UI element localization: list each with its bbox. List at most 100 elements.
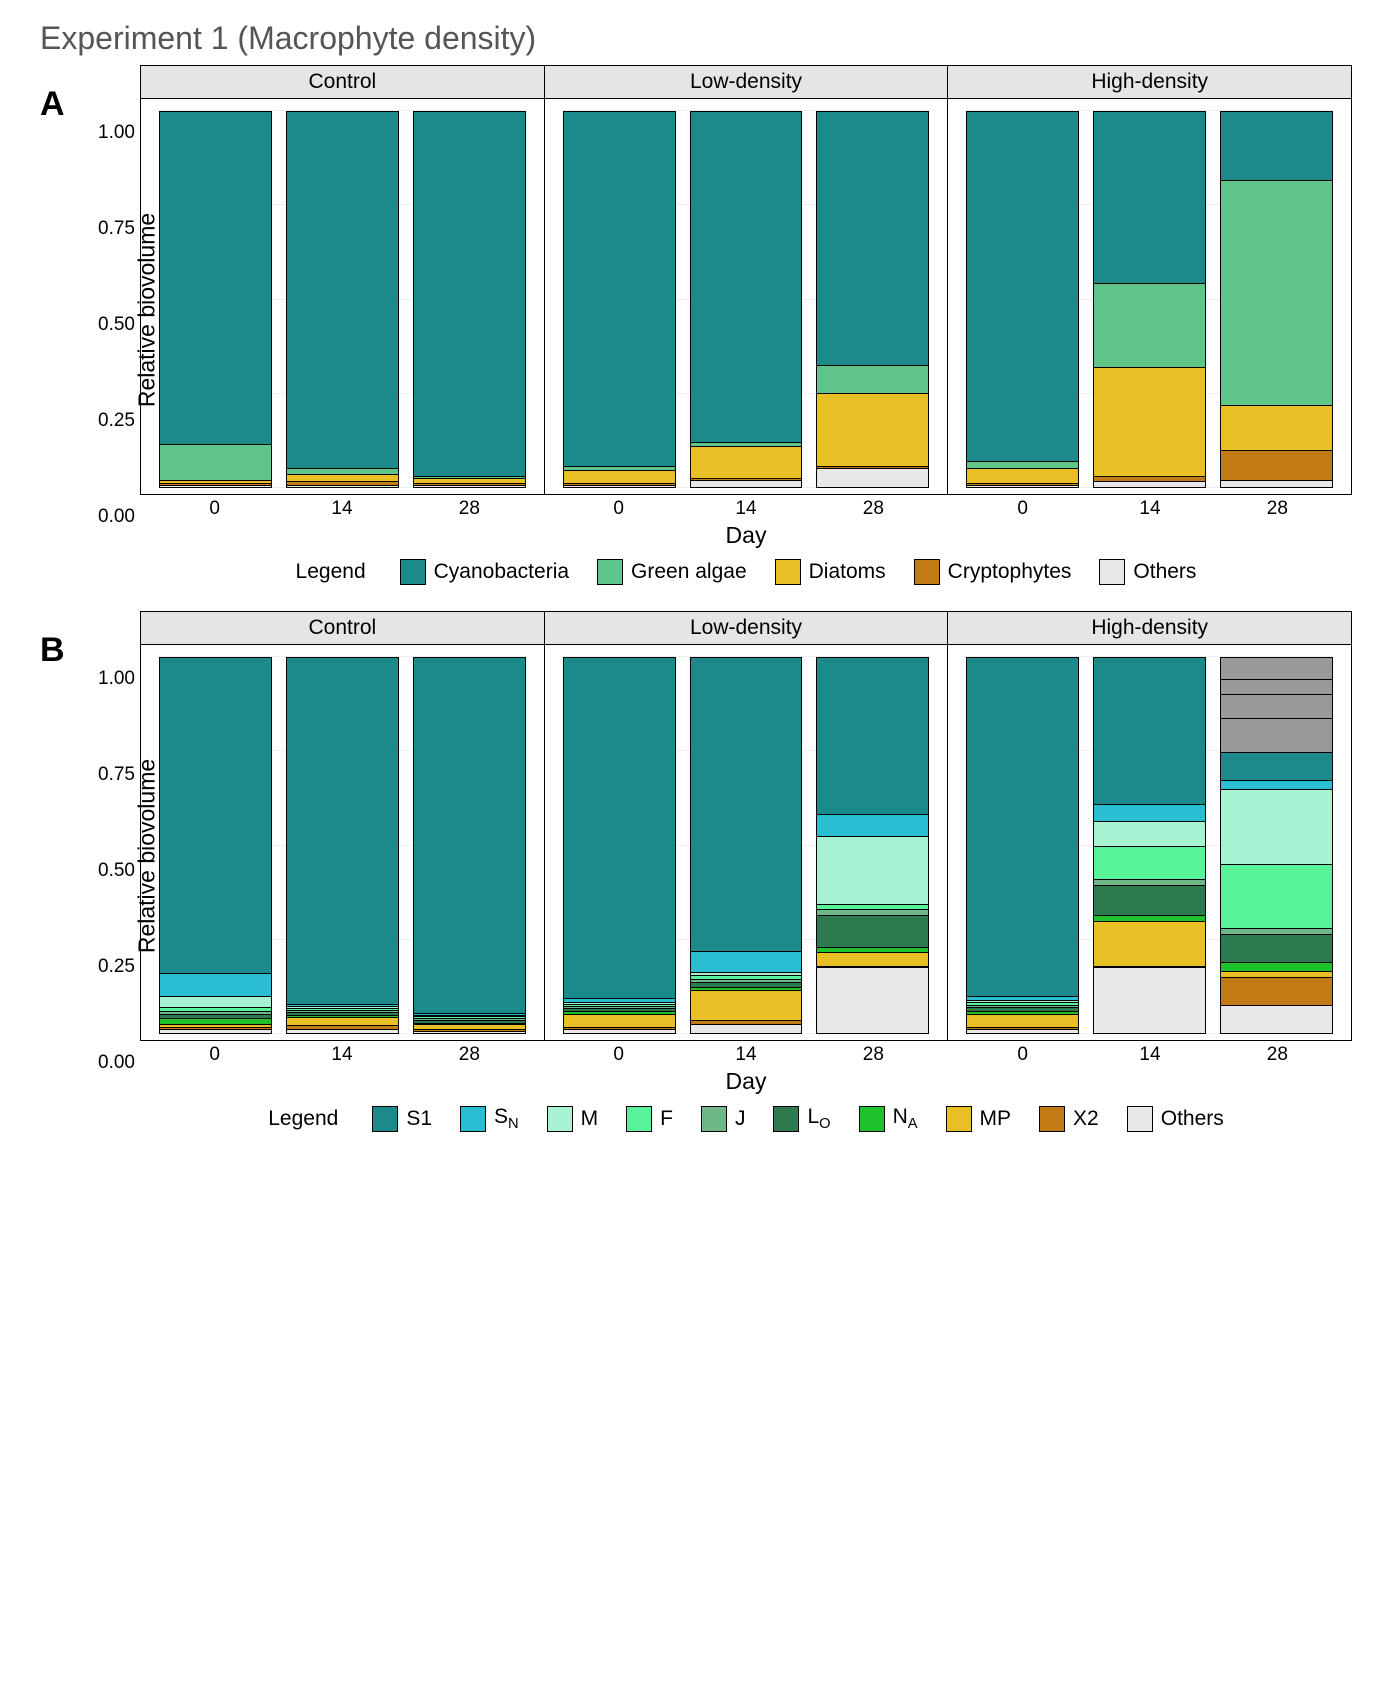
segment-cyano — [414, 112, 525, 476]
x-tick: 28 — [413, 1041, 526, 1066]
swatch-box — [626, 1106, 652, 1132]
segment-S1 — [817, 658, 928, 814]
swatch-box — [372, 1106, 398, 1132]
y-tick: 0.25 — [95, 956, 135, 978]
legend-label-text: MP — [980, 1107, 1012, 1131]
segment-green — [160, 444, 271, 480]
segment-M2 — [1221, 694, 1332, 718]
segment-F — [1221, 864, 1332, 928]
panel-row: ControlLow-densityHigh-density — [140, 65, 1352, 495]
stacked-bar — [159, 657, 272, 1034]
x-tick: 0 — [966, 1041, 1079, 1066]
legend-title: Legend — [268, 1107, 338, 1131]
segment-M — [1221, 789, 1332, 864]
segment-diat — [1221, 405, 1332, 449]
segment-S1 — [1094, 658, 1205, 804]
panel-header: Control — [141, 66, 544, 99]
legend-title: Legend — [296, 560, 366, 584]
swatch-box — [1039, 1106, 1065, 1132]
segment-other — [564, 485, 675, 487]
segment-S1 — [1221, 752, 1332, 780]
segment-crypt — [1221, 450, 1332, 480]
stacked-bar — [159, 111, 272, 488]
segment-MP — [691, 990, 802, 1020]
segment-diat — [287, 474, 398, 482]
segment-S1 — [691, 658, 802, 951]
segment-cyano — [160, 112, 271, 444]
x-tick: 28 — [817, 495, 930, 520]
plot-area — [545, 99, 948, 494]
legend: LegendCyanobacteriaGreen algaeDiatomsCry… — [140, 559, 1352, 585]
panel: Low-density — [545, 611, 949, 1041]
swatch-box — [400, 559, 426, 585]
legend-item: NA — [859, 1105, 918, 1132]
y-tick: 0.00 — [95, 1052, 135, 1074]
segment-cyano — [817, 112, 928, 365]
legend-label-text: J — [735, 1107, 746, 1131]
legend-item: SN — [460, 1105, 519, 1132]
legend-label-text: NA — [893, 1105, 918, 1132]
legend-item: Green algae — [597, 559, 747, 585]
legend-label-text: Cryptophytes — [948, 560, 1072, 584]
plot-inner — [159, 657, 526, 1034]
stacked-bar — [966, 111, 1079, 488]
legend-item: Cryptophytes — [914, 559, 1072, 585]
figure-page: Experiment 1 (Macrophyte density) ARelat… — [0, 0, 1392, 1178]
x-tick: 0 — [562, 1041, 675, 1066]
segment-S1 — [160, 658, 271, 973]
segment-other — [691, 480, 802, 488]
legend-item: LO — [773, 1105, 830, 1132]
stacked-bar — [286, 111, 399, 488]
legend-item: S1 — [372, 1106, 432, 1132]
x-tick: 28 — [413, 495, 526, 520]
segment-LO — [817, 915, 928, 947]
stacked-bar — [1220, 657, 1333, 1034]
x-tick: 14 — [1093, 495, 1206, 520]
x-axis-label: Day — [140, 1068, 1352, 1095]
segment-Others — [414, 1031, 525, 1033]
swatch-box — [597, 559, 623, 585]
swatch-box — [460, 1106, 486, 1132]
segment-Others — [564, 1029, 675, 1033]
segment-S1 — [967, 658, 1078, 996]
segment-Others — [1094, 967, 1205, 1033]
legend-label-text: F — [660, 1107, 673, 1131]
rows-container: ARelative biovolume0.000.250.500.751.00C… — [40, 65, 1352, 1132]
stacked-bar — [563, 657, 676, 1034]
segment-other — [817, 468, 928, 487]
segment-Others — [691, 1024, 802, 1033]
segment-MP — [1094, 921, 1205, 966]
swatch-box — [1099, 559, 1125, 585]
stacked-bar — [816, 657, 929, 1034]
panel: High-density — [948, 65, 1352, 495]
segment-green — [1221, 180, 1332, 405]
plot-area — [141, 645, 544, 1040]
row-label: B — [40, 631, 65, 670]
swatch-box — [1127, 1106, 1153, 1132]
panel: Control — [140, 65, 545, 495]
legend-item: Diatoms — [775, 559, 886, 585]
segment-cyano — [1094, 112, 1205, 283]
x-tick: 14 — [285, 1041, 398, 1066]
plot-area — [141, 99, 544, 494]
legend-item: X2 — [1039, 1106, 1099, 1132]
segment-green — [1094, 283, 1205, 367]
legend-label-text: M — [581, 1107, 599, 1131]
segment-MP2 — [1221, 718, 1332, 752]
stacked-bar — [413, 111, 526, 488]
x-tick: 28 — [817, 1041, 930, 1066]
stacked-bar — [966, 657, 1079, 1034]
segment-Others — [160, 1029, 271, 1033]
legend-label-text: S1 — [406, 1107, 432, 1131]
panel-header: Low-density — [545, 612, 948, 645]
segment-Others — [817, 967, 928, 1033]
stacked-bar — [1093, 111, 1206, 488]
y-tick: 0.75 — [95, 764, 135, 786]
x-ticks: 014280142801428 — [140, 495, 1352, 520]
swatch-box — [946, 1106, 972, 1132]
segment-SN — [691, 951, 802, 972]
segment-MP — [564, 1014, 675, 1027]
stacked-bar — [563, 111, 676, 488]
legend-item: Others — [1099, 559, 1196, 585]
chart-row-A: ARelative biovolume0.000.250.500.751.00C… — [40, 65, 1352, 585]
